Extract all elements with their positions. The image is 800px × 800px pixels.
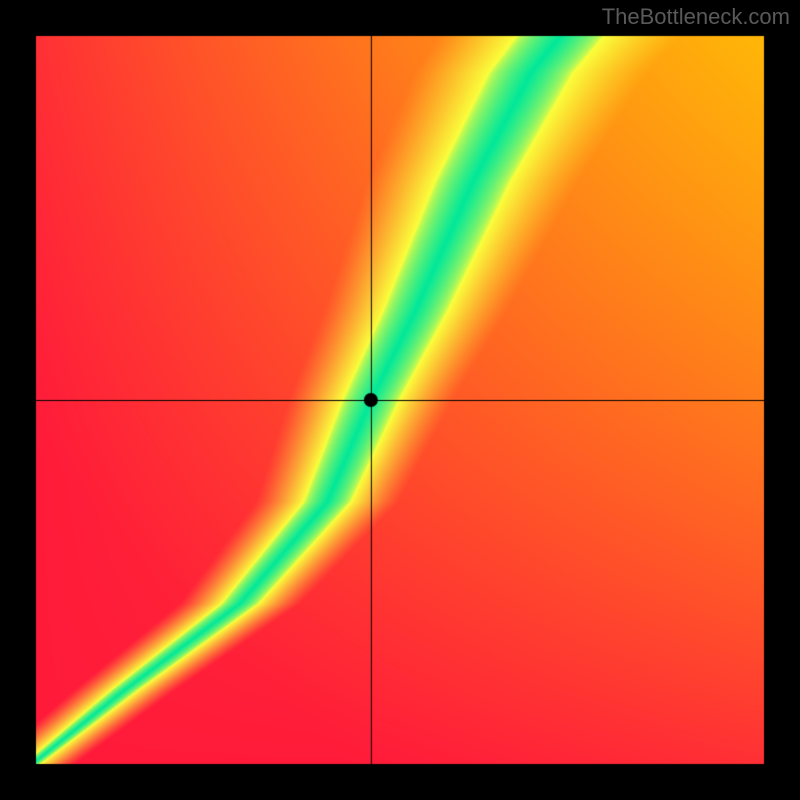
chart-container: TheBottleneck.com: [0, 0, 800, 800]
watermark-text: TheBottleneck.com: [602, 4, 790, 30]
heatmap-canvas: [0, 0, 800, 800]
